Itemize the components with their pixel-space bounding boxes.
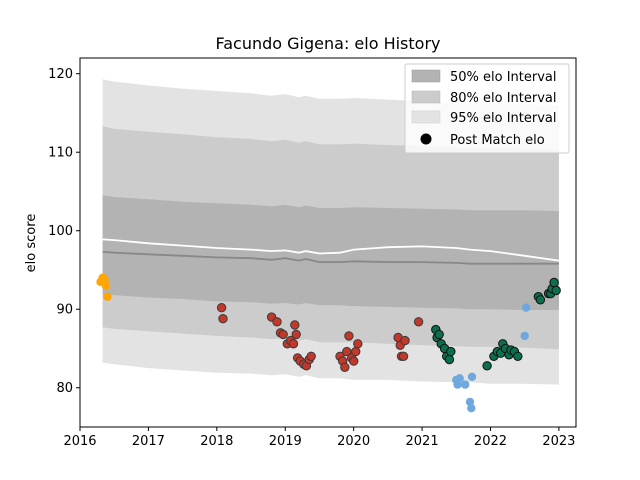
point-green — [535, 295, 546, 305]
legend-swatch-band95 — [411, 110, 441, 124]
y-tick-label: 90 — [56, 303, 73, 318]
point-red — [344, 331, 354, 341]
point-blue — [465, 397, 475, 407]
point-red — [216, 303, 227, 313]
x-tick-label: 2021 — [406, 434, 439, 449]
point-blue — [453, 380, 462, 389]
legend-label-points: Post Match elo — [450, 133, 545, 148]
plot-area — [96, 79, 561, 413]
point-orange — [103, 292, 112, 301]
point-red — [278, 329, 288, 340]
y-tick-label: 100 — [48, 224, 73, 239]
point-red — [349, 356, 359, 366]
x-tick-label: 2022 — [474, 434, 507, 449]
y-tick-label: 80 — [56, 381, 73, 396]
legend-label-band50: 50% elo Interval — [450, 70, 557, 85]
point-blue — [455, 374, 464, 383]
point-red — [340, 362, 350, 372]
legend-frame — [404, 63, 570, 154]
point-red — [218, 314, 228, 324]
axes: 2016 2017 2018 2019 2020 2021 2022 2023 80 90 100 1… — [48, 57, 577, 449]
plot-content — [96, 79, 561, 413]
x-tick-label: 2020 — [337, 434, 370, 449]
point-red — [290, 320, 300, 330]
point-red — [351, 346, 361, 357]
legend-swatch-band50 — [411, 69, 441, 83]
legend-label-band95: 95% elo Interval — [450, 111, 557, 126]
x-tick-label: 2023 — [542, 434, 575, 449]
point-red — [288, 339, 299, 349]
point-red — [291, 329, 301, 340]
y-axis-label: elo score — [24, 214, 39, 273]
legend-swatch-band80 — [411, 90, 441, 104]
point-blue — [467, 404, 476, 413]
point-red — [353, 339, 363, 349]
point-red — [398, 351, 409, 361]
mean-line — [102, 238, 560, 262]
point-green — [513, 351, 523, 361]
x-tick-label: 2016 — [63, 434, 96, 449]
point-orange — [100, 275, 109, 284]
x-tick-label: 2017 — [132, 434, 165, 449]
point-green — [444, 354, 455, 365]
axes-frame — [79, 57, 577, 428]
legend: 50% elo Interval 80% elo Interval 95% el… — [404, 63, 570, 154]
point-green — [446, 346, 456, 357]
median-line — [102, 251, 559, 265]
point-red — [400, 335, 410, 346]
point-green — [434, 329, 444, 340]
legend-label-band80: 80% elo Interval — [450, 91, 557, 106]
point-red — [413, 317, 424, 327]
point-blue — [461, 380, 470, 389]
point-green — [551, 285, 561, 296]
x-tick-label: 2018 — [200, 434, 233, 449]
legend-marker-points — [420, 133, 432, 145]
point-blue — [467, 372, 477, 381]
y-tick-label: 110 — [48, 146, 73, 161]
y-tick-label: 120 — [48, 67, 73, 82]
point-red — [272, 317, 282, 327]
chart-title: Facundo Gigena: elo History — [216, 34, 441, 53]
point-orange — [101, 281, 111, 290]
point-green — [482, 361, 492, 371]
point-green — [549, 277, 559, 288]
point-red — [306, 351, 316, 361]
x-tick-label: 2019 — [269, 434, 302, 449]
point-blue — [520, 331, 529, 341]
point-blue — [521, 303, 531, 312]
point-red — [342, 346, 352, 357]
